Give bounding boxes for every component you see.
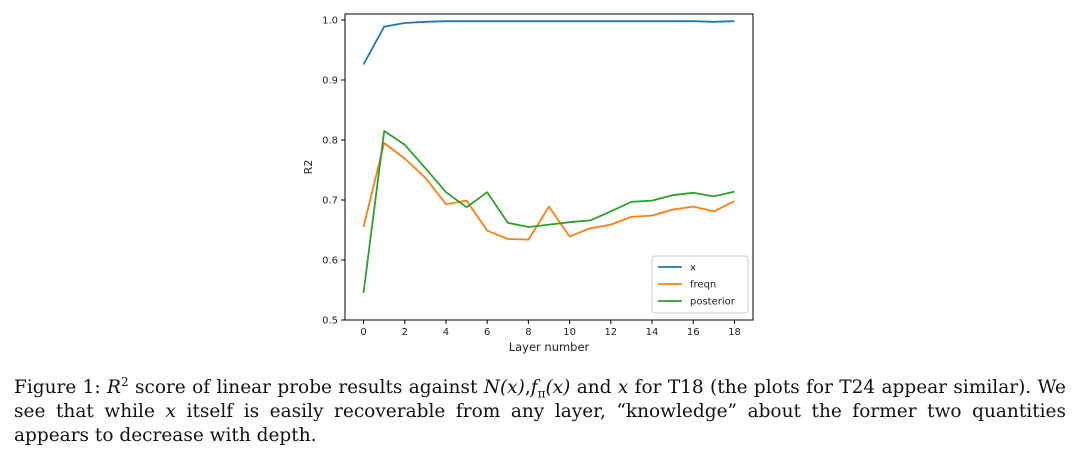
legend: x freqn posterior bbox=[651, 255, 749, 314]
x-tick-label: 18 bbox=[728, 327, 741, 338]
caption-x-symbol-2: x bbox=[165, 401, 176, 422]
legend-label-posterior: posterior bbox=[690, 297, 736, 308]
x-tick-label: 14 bbox=[646, 327, 659, 338]
figure-caption: Figure 1: R2 score of linear probe resul… bbox=[14, 376, 1066, 448]
caption-text-2: and bbox=[570, 377, 618, 398]
caption-f-subscript: π bbox=[537, 386, 546, 401]
x-tick-label: 12 bbox=[604, 327, 617, 338]
y-tick-label: 0.5 bbox=[322, 316, 338, 327]
x-axis: 0 2 4 6 8 10 12 14 16 18 bbox=[360, 320, 741, 338]
x-tick-label: 10 bbox=[563, 327, 576, 338]
caption-label: Figure 1: bbox=[14, 377, 101, 398]
caption-f-symbol: f bbox=[530, 377, 538, 398]
line-chart: 0 2 4 6 8 10 12 14 16 18 0.5 0.6 0.7 0.8 0.9 1.0 Layer… bbox=[302, 13, 754, 354]
y-tick-label: 0.8 bbox=[322, 136, 338, 147]
x-tick-label: 2 bbox=[402, 327, 408, 338]
legend-label-x: x bbox=[690, 263, 696, 274]
y-tick-label: 0.9 bbox=[322, 76, 338, 87]
x-tick-label: 8 bbox=[525, 327, 531, 338]
y-axis: 0.5 0.6 0.7 0.8 0.9 1.0 bbox=[322, 16, 345, 327]
caption-r-symbol: R bbox=[107, 377, 121, 398]
y-axis-label: R2 bbox=[302, 160, 315, 175]
caption-text-3: for T18 (the plots for T24 appear simila… bbox=[14, 377, 1066, 422]
caption-x-symbol-1: x bbox=[617, 377, 629, 398]
y-tick-label: 1.0 bbox=[322, 16, 338, 27]
y-tick-label: 0.7 bbox=[322, 196, 338, 207]
series-layer bbox=[362, 20, 735, 294]
legend-label-freqn: freqn bbox=[690, 280, 716, 291]
x-tick-label: 0 bbox=[360, 327, 366, 338]
caption-comma: , bbox=[524, 377, 531, 398]
x-tick-label: 16 bbox=[687, 327, 700, 338]
caption-f-of-x: (x) bbox=[545, 377, 571, 398]
x-tick-label: 4 bbox=[443, 327, 449, 338]
caption-text-4: itself is easily recoverable from any la… bbox=[14, 401, 1066, 446]
series-line-posterior bbox=[362, 130, 735, 294]
caption-n-of-x: N(x) bbox=[483, 377, 525, 398]
caption-r-superscript: 2 bbox=[120, 374, 129, 389]
plot-frame bbox=[344, 13, 754, 321]
caption-text-1: score of linear probe results against bbox=[128, 377, 484, 398]
x-axis-label: Layer number bbox=[509, 340, 590, 354]
x-tick-label: 6 bbox=[484, 327, 490, 338]
legend-box bbox=[651, 255, 749, 314]
y-tick-label: 0.6 bbox=[322, 256, 338, 267]
series-line-freqn bbox=[362, 142, 735, 241]
series-line-x bbox=[362, 20, 735, 65]
